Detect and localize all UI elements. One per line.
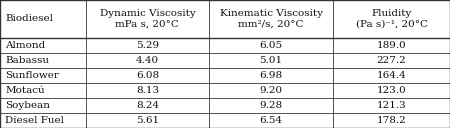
Text: 9.20: 9.20: [260, 86, 283, 95]
Text: 227.2: 227.2: [377, 56, 406, 65]
Text: 6.54: 6.54: [260, 116, 283, 125]
Text: Sunflower: Sunflower: [5, 71, 59, 80]
Text: 8.24: 8.24: [136, 101, 159, 110]
Text: 121.3: 121.3: [377, 101, 406, 110]
Text: 164.4: 164.4: [377, 71, 406, 80]
Text: 6.08: 6.08: [136, 71, 159, 80]
Text: 4.40: 4.40: [136, 56, 159, 65]
Text: 178.2: 178.2: [377, 116, 406, 125]
Text: 123.0: 123.0: [377, 86, 406, 95]
Text: 6.05: 6.05: [260, 41, 283, 50]
Text: 5.29: 5.29: [136, 41, 159, 50]
Text: Biodiesel: Biodiesel: [5, 14, 54, 23]
Text: Almond: Almond: [5, 41, 45, 50]
Text: Kinematic Viscosity
mm²/s, 20°C: Kinematic Viscosity mm²/s, 20°C: [220, 9, 323, 29]
Text: 189.0: 189.0: [377, 41, 406, 50]
Text: Diesel Fuel: Diesel Fuel: [5, 116, 64, 125]
Text: 5.61: 5.61: [136, 116, 159, 125]
Text: Babassu: Babassu: [5, 56, 50, 65]
Text: Soybean: Soybean: [5, 101, 50, 110]
Text: 8.13: 8.13: [136, 86, 159, 95]
Text: 5.01: 5.01: [260, 56, 283, 65]
Text: 6.98: 6.98: [260, 71, 283, 80]
Text: Fluidity
(Pa s)⁻¹, 20°C: Fluidity (Pa s)⁻¹, 20°C: [356, 9, 427, 29]
Text: Dynamic Viscosity
mPa s, 20°C: Dynamic Viscosity mPa s, 20°C: [99, 9, 195, 29]
Text: 9.28: 9.28: [260, 101, 283, 110]
Text: Motacú: Motacú: [5, 86, 45, 95]
